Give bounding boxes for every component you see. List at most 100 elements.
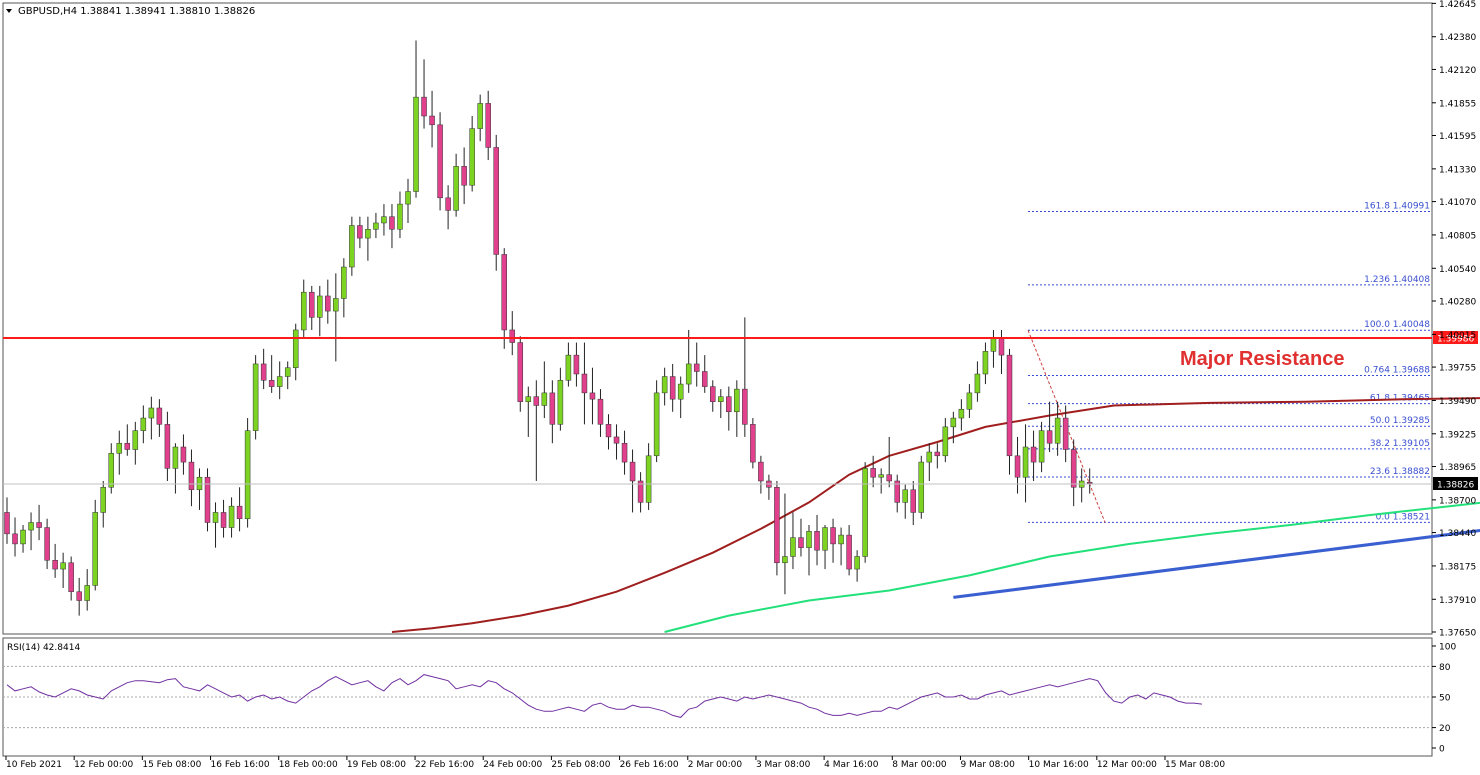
y-tick-label: 1.38700 [1439, 496, 1476, 506]
fib-level-label: 38.2 1.39105 [1370, 439, 1430, 449]
candle-body [284, 367, 291, 377]
candle-body [637, 480, 644, 503]
x-tick-label: 2 Mar 00:00 [688, 760, 743, 770]
dropdown-triangle-icon[interactable] [6, 9, 12, 13]
candle-body [645, 455, 652, 503]
candle-body [469, 128, 475, 186]
candle-body [12, 533, 18, 545]
candle-body [84, 585, 90, 601]
candle-body [942, 426, 949, 457]
y-tick-label: 1.40280 [1439, 298, 1476, 308]
major-resistance-label: Major Resistance [1180, 348, 1345, 370]
candle-body [212, 512, 219, 523]
x-tick-label: 22 Feb 16:00 [415, 760, 474, 770]
candle-body [100, 487, 106, 513]
candle-body [461, 166, 467, 186]
candle-body [734, 388, 740, 413]
candle-body [525, 396, 532, 402]
candle-body [493, 147, 499, 255]
candle-body [982, 351, 989, 375]
y-tick-label: 1.42380 [1439, 33, 1476, 43]
y-tick-label: 1.40540 [1439, 265, 1476, 275]
candle-body [1038, 430, 1045, 463]
candle-body [1070, 449, 1077, 488]
candle-body [790, 537, 796, 557]
y-tick-label: 1.39755 [1439, 364, 1476, 374]
candle-body [862, 468, 868, 557]
header-info: GBPUSD,H4 1.38841 1.38941 1.38810 1.3882… [6, 6, 255, 17]
candle-body [549, 392, 556, 425]
candle-body [910, 489, 917, 513]
candle-body [1054, 417, 1061, 444]
candle-body [28, 522, 34, 531]
candle-body [685, 363, 692, 385]
candle-body [309, 291, 315, 318]
y-tick-label: 1.42120 [1439, 66, 1476, 76]
candle-body [557, 380, 564, 425]
candle-body [533, 396, 540, 406]
candle-body [68, 562, 74, 592]
candle-body [661, 376, 668, 394]
candle-body [341, 266, 347, 299]
candle-body [317, 295, 323, 318]
fib-level-label: 0.0 1.38521 [1376, 512, 1430, 522]
candle-body [565, 354, 572, 381]
candle-body [445, 197, 451, 211]
rsi-pane: RSI(14) 42.8414 [2, 637, 1433, 757]
x-tick-label: 18 Feb 00:00 [279, 760, 338, 770]
x-tick-label: 24 Feb 00:00 [483, 760, 542, 770]
candle-body [485, 103, 491, 148]
candle-body [774, 487, 780, 564]
candle-body [76, 591, 82, 601]
fibonacci-levels: 161.8 1.40991 1.236 1.40408 100.0 1.40048 0… [1027, 202, 1432, 523]
candle-body [413, 96, 419, 192]
rsi-line [6, 674, 1203, 718]
candle-body [36, 522, 42, 528]
candle-body [389, 216, 395, 230]
candle-body [1014, 455, 1021, 478]
candle-body [236, 505, 243, 519]
candle-body [60, 562, 66, 570]
candle-body [429, 115, 435, 126]
candle-body [300, 291, 307, 331]
candle-body [116, 442, 123, 454]
candle-body [974, 373, 981, 394]
candle-body [1030, 446, 1037, 463]
candle-body [1006, 354, 1013, 457]
y-tick-label: 1.40805 [1439, 231, 1476, 241]
candle-body [244, 430, 251, 519]
candle-body [758, 461, 764, 482]
moving-averages [391, 397, 1480, 633]
ma-green-line [664, 501, 1480, 633]
y-tick-label: 1.40015 [1439, 331, 1476, 341]
candle-body [605, 424, 612, 438]
fib-level-label: 1.236 1.40408 [1364, 275, 1430, 285]
candle-body [966, 392, 973, 410]
candle-body [381, 216, 387, 224]
x-tick-label: 3 Mar 08:00 [756, 760, 811, 770]
candle-body [1022, 446, 1029, 478]
candle-body [613, 436, 620, 444]
candle-body [1086, 481, 1093, 484]
candle-body [718, 396, 724, 402]
candle-body [838, 534, 844, 545]
y-tick-label: 1.41855 [1439, 99, 1476, 109]
candle-body [180, 446, 187, 463]
candles [4, 40, 1093, 616]
candle-body [822, 527, 828, 551]
y-tick-label: 1.37910 [1439, 596, 1476, 606]
candle-body [854, 556, 860, 570]
x-tick-label: 15 Feb 08:00 [142, 760, 201, 770]
candle-body [196, 476, 203, 491]
price-plot-area [2, 2, 1433, 635]
candle-body [333, 298, 339, 312]
x-tick-label: 25 Feb 08:00 [551, 760, 610, 770]
candle-body [669, 376, 676, 400]
y-tick-label: 1.41595 [1439, 132, 1476, 142]
x-tick-label: 16 Feb 16:00 [211, 760, 270, 770]
candle-body [950, 417, 957, 428]
candle-body [164, 424, 171, 469]
candle-body [870, 468, 876, 478]
current-price-tag [1433, 476, 1478, 490]
